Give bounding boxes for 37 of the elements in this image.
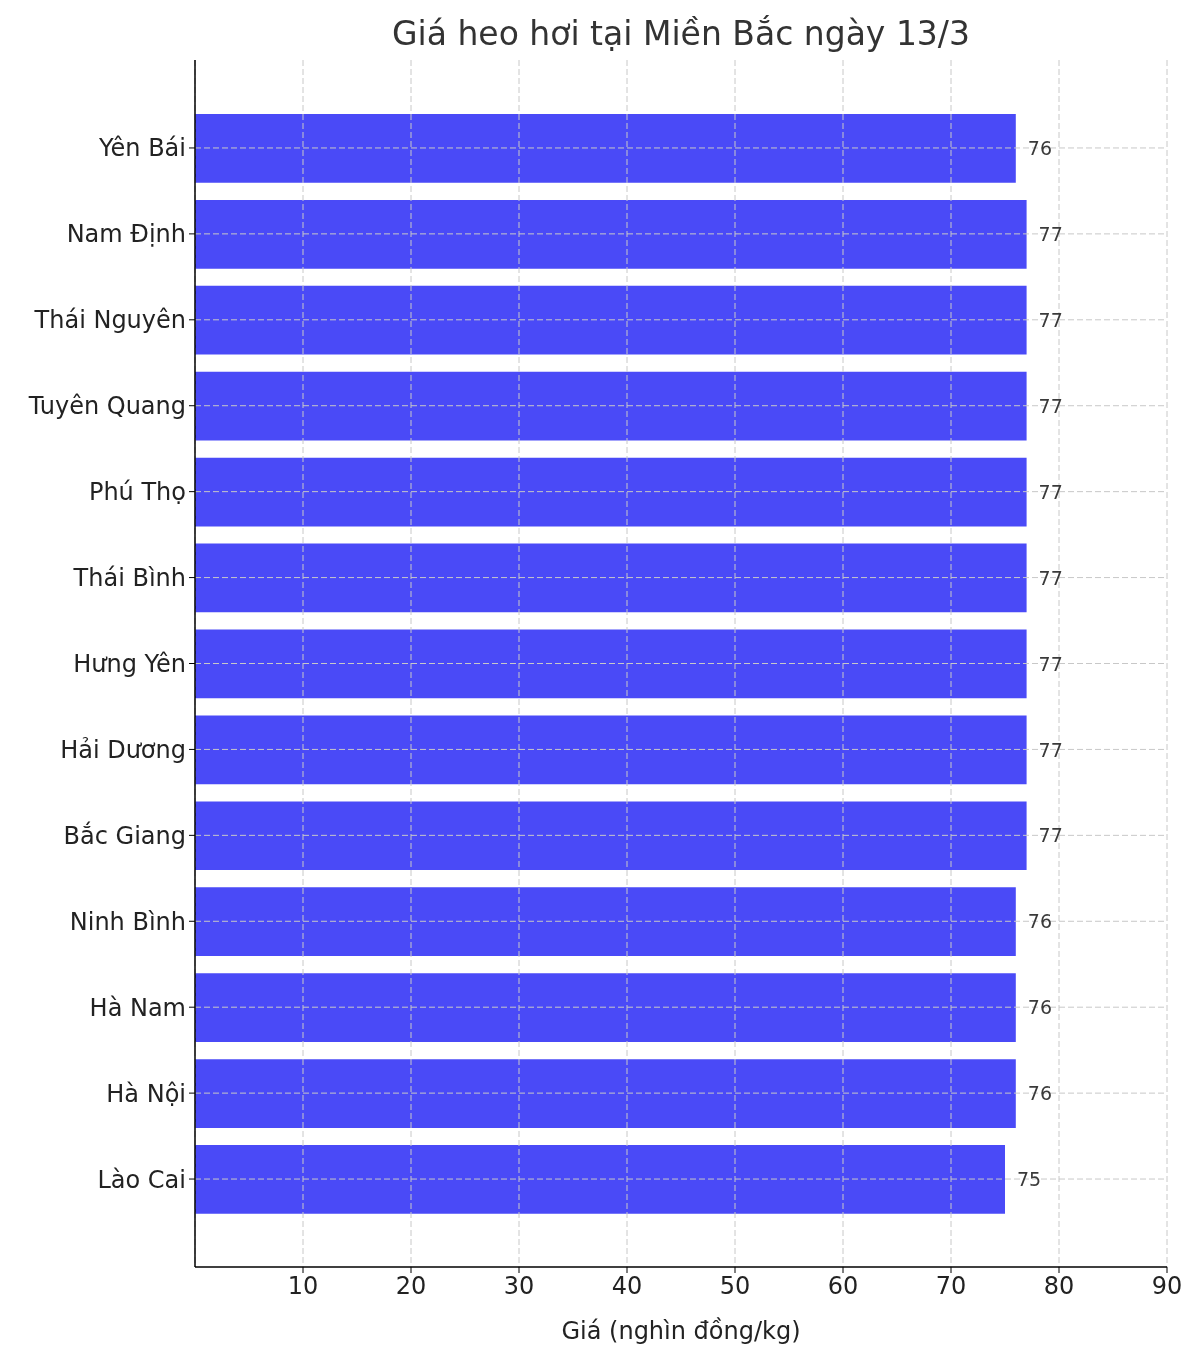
x-tick-label: 60: [827, 1272, 859, 1301]
y-tick-label: Hà Nội: [106, 1079, 186, 1108]
x-tick-label: 50: [719, 1272, 751, 1301]
y-tick-label: Hải Dương: [60, 735, 186, 764]
y-tick-label: Ninh Bình: [69, 907, 186, 936]
data-label: 76: [1027, 137, 1052, 160]
x-tick-label: 10: [287, 1272, 319, 1301]
y-tick-label: Hà Nam: [89, 993, 186, 1022]
data-label: 76: [1027, 996, 1052, 1019]
y-tick-label: Hưng Yên: [73, 650, 186, 679]
x-tick-label: 70: [935, 1272, 967, 1301]
x-tick-label: 40: [611, 1272, 643, 1301]
y-tick-label: Yên Bái: [98, 134, 186, 163]
data-label: 77: [1038, 223, 1063, 246]
y-tick-label: Nam Định: [66, 220, 186, 249]
y-tick-label: Thái Bình: [72, 564, 186, 593]
y-tick-label: Bắc Giang: [63, 820, 186, 850]
chart-title: Giá heo hơi tại Miền Bắc ngày 13/3: [391, 14, 971, 54]
data-label: 77: [1038, 738, 1063, 761]
data-label: 77: [1038, 566, 1063, 589]
y-tick-label: Lào Cai: [97, 1165, 186, 1194]
data-label: 75: [1017, 1168, 1042, 1191]
data-label: 77: [1038, 480, 1063, 503]
x-tick-label: 20: [395, 1272, 427, 1301]
x-tick-label: 30: [503, 1272, 535, 1301]
data-label: 77: [1038, 394, 1063, 417]
y-tick-label: Tuyên Quang: [27, 392, 186, 421]
data-label: 77: [1038, 308, 1063, 331]
x-tick-label: 80: [1043, 1272, 1075, 1301]
data-label: 77: [1038, 824, 1063, 847]
data-label: 77: [1038, 652, 1063, 675]
y-tick-label: Thái Nguyên: [33, 306, 186, 335]
x-axis-title: Giá (nghìn đồng/kg): [561, 1317, 801, 1345]
x-tick-label: 90: [1151, 1272, 1183, 1301]
y-tick-label: Phú Thọ: [88, 478, 186, 507]
data-label: 76: [1027, 910, 1052, 933]
data-label: 76: [1027, 1082, 1052, 1105]
